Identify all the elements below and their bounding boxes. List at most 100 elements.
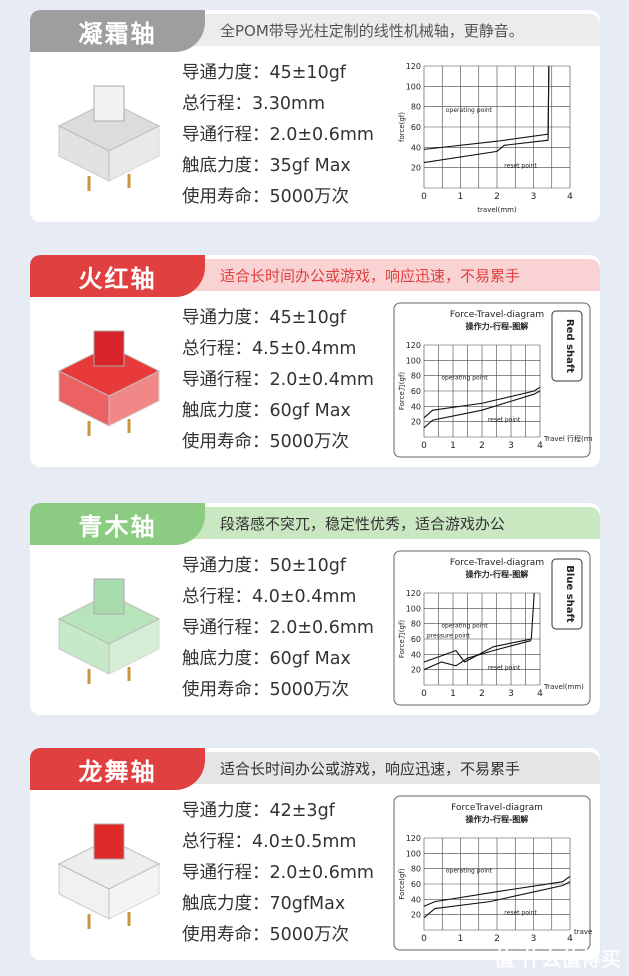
- switch-card: 全POM带导光柱定制的线性机械轴，更静音。 凝霜轴 导通力度：45±10gf 总行…: [30, 10, 600, 222]
- x-tick-label: 1: [450, 441, 456, 451]
- x-tick-label: 2: [494, 192, 500, 202]
- x-axis-label: travel(mm): [477, 206, 517, 214]
- chart-title: ForceTravel-diagram: [451, 803, 543, 813]
- y-tick-label: 20: [411, 418, 421, 427]
- x-tick-label: 2: [479, 441, 485, 451]
- spec-item: 导通行程：2.0±0.6mm: [182, 618, 374, 638]
- y-tick-label: 80: [411, 620, 421, 629]
- x-tick-label: 2: [494, 934, 500, 944]
- x-tick-label: 4: [537, 689, 543, 699]
- y-axis-label: force(gf): [398, 112, 406, 142]
- spec-item: 总行程：4.5±0.4mm: [182, 339, 357, 359]
- subtitle-banner: 全POM带导光柱定制的线性机械轴，更静音。: [190, 14, 600, 46]
- spec-list: 导通力度：45±10gf 总行程：4.5±0.4mm 导通行程：2.0±0.4mm 触…: [182, 303, 374, 458]
- x-tick-label: 1: [458, 192, 464, 202]
- subtitle: 适合长时间办公或游戏，响应迅速，不易累手: [220, 759, 521, 778]
- spec-item: 使用寿命：5000万次: [182, 432, 350, 452]
- chart-frame: [393, 302, 591, 458]
- chart-title: Force-Travel-diagram: [450, 310, 544, 320]
- x-tick-label: 0: [421, 441, 427, 451]
- x-axis-label: travel(mm): [574, 928, 592, 936]
- subtitle-banner: 适合长时间办公或游戏，响应迅速，不易累手: [190, 259, 600, 291]
- y-axis-label: Force(gf): [398, 868, 406, 900]
- subtitle: 全POM带导光柱定制的线性机械轴，更静音。: [220, 21, 524, 40]
- spec-item: 导通行程：2.0±0.6mm: [182, 125, 374, 145]
- switch-title: 凝霜轴: [30, 10, 205, 52]
- force-curve: [423, 390, 541, 429]
- chart-subtitle: 操作力-行程-图解: [466, 569, 529, 579]
- switch-card: 适合长时间办公或游戏，响应迅速，不易累手 火红轴 导通力度：45±10gf 总行程…: [30, 255, 600, 467]
- shaft-label: Blue shaft: [564, 565, 575, 623]
- spec-item: 使用寿命：5000万次: [182, 680, 350, 700]
- switch-image: [57, 578, 161, 684]
- y-tick-label: 40: [411, 402, 421, 411]
- subtitle: 段落感不突兀，稳定性优秀，适合游戏办公: [220, 514, 506, 533]
- spec-item: 导通行程：2.0±0.6mm: [182, 863, 374, 883]
- x-tick-label: 4: [537, 441, 543, 451]
- y-tick-label: 40: [411, 143, 421, 152]
- y-tick-label: 40: [411, 895, 421, 904]
- spec-item: 总行程：4.0±0.4mm: [182, 587, 357, 607]
- y-tick-label: 120: [406, 62, 421, 71]
- y-tick-label: 120: [406, 834, 421, 843]
- switch-image: [57, 85, 161, 191]
- switch-image: [57, 823, 161, 929]
- force-travel-chart: 0 1 2 3 4 20 40 60 80 100 120 operating point reset …: [392, 549, 592, 709]
- chart-subtitle: 操作力-行程-图解: [466, 814, 529, 824]
- y-tick-label: 80: [411, 865, 421, 874]
- y-tick-label: 80: [411, 103, 421, 112]
- y-tick-label: 60: [411, 123, 421, 132]
- pressure-point-label: pressure point: [427, 632, 471, 639]
- y-axis-label: Force力(gf): [397, 620, 406, 659]
- y-tick-label: 20: [411, 164, 421, 173]
- y-tick-label: 20: [411, 911, 421, 920]
- operating-point-label: operating point: [441, 623, 488, 630]
- spec-item: 导通行程：2.0±0.4mm: [182, 370, 374, 390]
- spec-list: 导通力度：45±10gf 总行程：3.30mm 导通行程：2.0±0.6mm 触底力度…: [182, 58, 374, 213]
- y-tick-label: 100: [406, 849, 421, 858]
- spec-item: 触底力度：70gfMax: [182, 894, 346, 914]
- x-tick-label: 0: [421, 689, 427, 699]
- chart-frame: [393, 550, 591, 706]
- switch-card: 段落感不突兀，稳定性优秀，适合游戏办公 青木轴 导通力度：50±10gf 总行程：…: [30, 503, 600, 715]
- y-tick-label: 120: [406, 341, 421, 350]
- x-tick-label: 1: [450, 689, 456, 699]
- spec-item: 导通力度：50±10gf: [182, 556, 346, 576]
- shaft-label: Red shaft: [564, 319, 575, 373]
- x-axis-label: Travel 行程(mm): [543, 434, 592, 443]
- y-tick-label: 100: [406, 604, 421, 613]
- switch-title: 火红轴: [30, 255, 205, 297]
- force-curve: [423, 65, 550, 164]
- watermark: 值 什么值得买: [494, 947, 621, 971]
- operating-point-label: operating point: [446, 868, 493, 875]
- x-tick-label: 0: [421, 934, 427, 944]
- reset-point-label: reset point: [488, 417, 521, 424]
- subtitle: 适合长时间办公或游戏，响应迅速，不易累手: [220, 266, 521, 285]
- y-tick-label: 20: [411, 666, 421, 675]
- x-tick-label: 0: [421, 192, 427, 202]
- x-tick-label: 1: [458, 934, 464, 944]
- spec-item: 导通力度：42±3gf: [182, 801, 335, 821]
- shaft-label-box: [551, 310, 583, 382]
- chart-title: Force-Travel-diagram: [450, 558, 544, 568]
- x-tick-label: 3: [508, 441, 514, 451]
- x-tick-label: 2: [479, 689, 485, 699]
- force-curve: [423, 640, 532, 671]
- x-axis-label: Travel(mm): [543, 683, 584, 691]
- spec-item: 总行程：4.0±0.5mm: [182, 832, 357, 852]
- switch-card: 适合长时间办公或游戏，响应迅速，不易累手 龙舞轴 导通力度：42±3gf 总行程：…: [30, 748, 600, 960]
- y-tick-label: 60: [411, 880, 421, 889]
- chart-subtitle: 操作力-行程-图解: [466, 321, 529, 331]
- x-tick-label: 3: [531, 192, 537, 202]
- switch-title: 青木轴: [30, 503, 205, 545]
- subtitle-banner: 段落感不突兀，稳定性优秀，适合游戏办公: [190, 507, 600, 539]
- reset-point-label: reset point: [488, 665, 521, 672]
- force-curve: [423, 592, 535, 663]
- reset-point-label: reset point: [504, 163, 537, 170]
- spec-item: 触底力度：60gf Max: [182, 401, 351, 421]
- force-curve: [423, 881, 571, 919]
- force-curve: [423, 875, 571, 907]
- spec-item: 总行程：3.30mm: [182, 94, 326, 114]
- x-tick-label: 4: [567, 192, 573, 202]
- operating-point-label: operating point: [441, 375, 488, 382]
